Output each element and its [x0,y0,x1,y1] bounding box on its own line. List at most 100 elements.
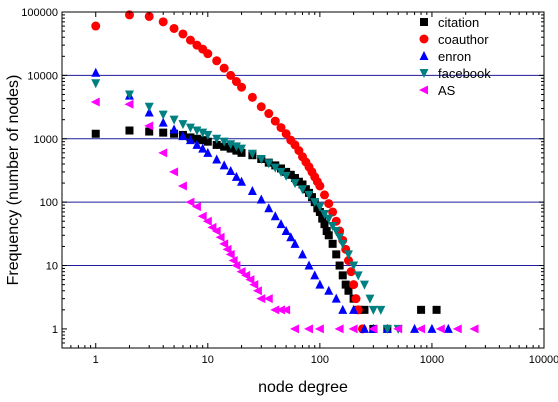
data-point-citation [417,305,426,314]
data-point-as [197,211,207,221]
data-point-coauthor [219,63,229,73]
data-point-as [245,275,255,285]
data-point-as [90,97,100,107]
data-point-enron [192,139,202,149]
data-point-enron [237,176,247,186]
data-point-as [241,270,251,280]
data-point-coauthor [226,70,236,80]
data-point-enron [427,323,437,333]
data-point-as [158,148,168,158]
data-point-facebook [169,115,179,125]
data-point-facebook [264,159,274,169]
legend-marker-facebook [419,69,429,78]
x-tick-label: 10000 [529,354,558,366]
data-point-citation [318,214,327,223]
series-facebook [91,79,403,334]
data-point-coauthor [144,11,154,21]
data-point-citation [338,271,347,280]
data-point-coauthor [247,92,257,102]
data-point-facebook [359,280,369,290]
legend: citation coauthor enron facebook AS [419,15,491,98]
data-point-enron [144,107,154,117]
data-point-facebook [328,222,338,232]
data-point-citation [145,127,154,136]
data-point-enron [304,260,314,270]
data-point-enron [158,117,168,127]
data-point-coauthor [270,116,280,126]
data-point-enron [231,171,241,181]
y-tick-label: 10 [46,261,58,273]
data-point-coauthor [276,123,286,133]
data-point-facebook [320,210,330,220]
data-point-facebook [304,190,314,200]
data-point-as [185,197,195,207]
data-point-as [202,216,212,226]
data-point-citation [298,180,307,189]
series-coauthor [91,10,367,334]
data-point-facebook [178,120,188,130]
data-point-coauthor [178,29,188,39]
data-points [90,10,479,334]
data-point-coauthor [315,181,325,191]
x-tick-label: 100 [311,354,329,366]
y-axis-label: Frequency (number of nodes) [5,75,22,286]
data-point-citation [286,170,295,179]
data-point-as [215,232,225,242]
data-point-coauthor [328,207,338,217]
data-point-facebook [203,130,213,140]
data-point-enron [349,304,359,314]
data-point-citation [320,220,329,229]
data-point-facebook [247,149,257,159]
data-point-as [252,286,262,296]
data-point-coauthor [169,23,179,33]
data-point-enron [169,124,179,134]
data-point-facebook [276,167,286,177]
data-point-citation [328,239,337,248]
data-point-as [231,261,241,271]
data-point-as [236,267,246,277]
data-point-enron [310,270,320,280]
data-point-enron [226,166,236,176]
data-point-enron [281,226,291,236]
data-point-coauthor [158,17,168,27]
data-point-enron [298,249,308,259]
data-point-as [393,324,403,334]
data-point-enron [185,135,195,145]
data-point-facebook [331,227,341,237]
data-point-facebook [237,144,247,154]
data-point-citation [170,129,179,138]
data-point-coauthor [185,35,195,45]
data-point-citation [307,193,316,202]
data-point-as [256,294,266,304]
data-point-as [222,244,232,254]
legend-marker-enron [419,51,429,60]
data-point-enron [338,304,348,314]
data-point-coauthor [91,21,101,31]
data-point-as [276,305,286,315]
data-point-facebook [144,102,154,112]
data-point-citation [203,137,212,146]
data-point-citation [159,128,168,137]
x-tick-label: 1000 [420,354,444,366]
data-point-enron [212,154,222,164]
data-point-enron [264,203,274,213]
data-point-enron [256,194,266,204]
data-point-facebook [353,271,363,281]
series-enron [91,67,453,333]
data-point-citation [212,140,221,149]
data-point-citation [335,261,344,270]
legend-label-coauthor: coauthor [438,32,489,47]
data-point-coauthor [320,190,330,200]
data-point-as [435,324,445,334]
data-point-coauthor [256,102,266,112]
data-point-enron [443,323,453,333]
legend-label-enron: enron [438,49,471,64]
axis-ticks: 1 10 100 1000 10000 1 10 100 1000 10000 100000 [21,7,558,366]
data-point-facebook [91,79,101,89]
data-point-coauthor [231,77,241,87]
data-point-citation [91,129,100,138]
data-point-enron [178,131,188,141]
y-tick-label: 1000 [34,134,58,146]
data-point-facebook [338,239,348,249]
